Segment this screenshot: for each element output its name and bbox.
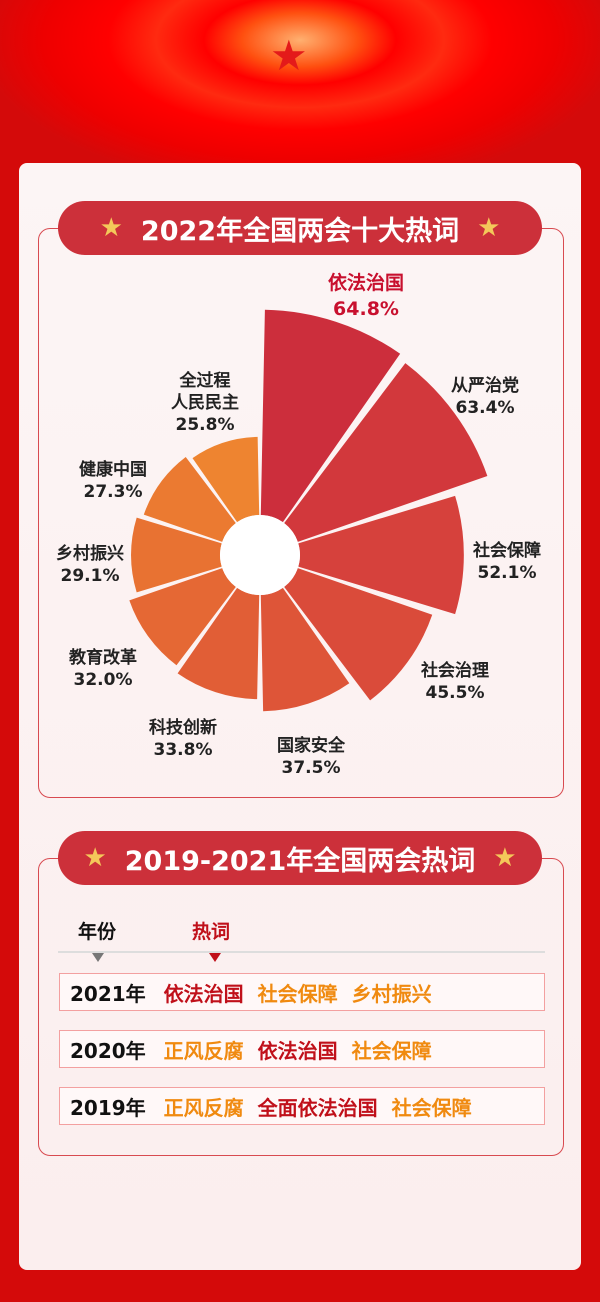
data-label: 国家安全 37.5% [277, 735, 345, 779]
category-label: 教育改革 [69, 648, 137, 668]
value-label: 29.1% [60, 566, 120, 586]
data-label: 全过程 人民民主 25.8% [171, 370, 239, 436]
value-label: 33.8% [153, 740, 213, 760]
star-icon: ★ [477, 213, 501, 243]
keyword: 依法治国 [257, 1038, 338, 1063]
value-label: 45.5% [425, 683, 485, 703]
data-label: 健康中国 27.3% [79, 459, 147, 503]
rose-sector [177, 587, 260, 700]
value-label: 52.1% [477, 563, 537, 583]
rose-sector [131, 517, 222, 593]
data-label: 教育改革 32.0% [69, 647, 137, 691]
data-label: 依法治国 64.8% [328, 270, 404, 322]
header-divider [58, 951, 545, 953]
value-label: 32.0% [73, 670, 133, 690]
data-label: 社会治理 45.5% [421, 660, 489, 704]
star-icon: ★ [493, 843, 517, 873]
keyword: 正风反腐 [163, 1038, 244, 1063]
section1-title-pill: ★ 2022年全国两会十大热词 ★ [58, 201, 542, 255]
data-label: 从严治党 63.4% [451, 375, 519, 419]
keyword: 乡村振兴 [351, 981, 432, 1006]
rose-sector [143, 456, 236, 542]
category-label: 依法治国 [327, 272, 405, 294]
star-icon: ★ [83, 843, 107, 873]
keyword: 社会保障 [351, 1038, 432, 1063]
value-label: 25.8% [175, 415, 235, 435]
rose-sector [284, 568, 433, 701]
triangle-down-icon [209, 953, 221, 968]
table-row: 2019年 正风反腐 全面依法治国 社会保障 [59, 1087, 545, 1125]
rose-chart [129, 309, 488, 712]
year-cell: 2021年 [70, 981, 146, 1006]
table-row: 2021年 依法治国 社会保障 乡村振兴 [59, 973, 545, 1011]
rose-sector [260, 309, 401, 523]
rose-sector [129, 568, 236, 666]
keyword: 社会保障 [257, 981, 338, 1006]
category-label: 社会保障 [473, 541, 541, 561]
data-label: 科技创新 33.8% [149, 717, 217, 761]
col-header-keywords: 热词 [192, 921, 231, 943]
section2-title-pill: ★ 2019-2021年全国两会热词 ★ [58, 831, 542, 885]
rose-sector [284, 363, 488, 542]
year-cell: 2019年 [70, 1095, 146, 1120]
year-cell: 2020年 [70, 1038, 146, 1063]
data-label: 乡村振兴 29.1% [56, 543, 124, 587]
data-label: 社会保障 52.1% [473, 540, 541, 584]
rose-sector [298, 495, 464, 615]
category-label: 乡村振兴 [56, 544, 124, 564]
value-label: 64.8% [333, 298, 399, 320]
section2-title: 2019-2021年全国两会热词 [124, 845, 476, 877]
category-label: 社会治理 [421, 661, 489, 681]
value-label: 27.3% [83, 482, 143, 502]
section1-title: 2022年全国两会十大热词 [140, 215, 460, 247]
header-banner: ★ [0, 0, 600, 170]
keyword: 社会保障 [391, 1095, 472, 1120]
rose-sector [260, 587, 350, 712]
keyword: 依法治国 [163, 981, 244, 1006]
keyword: 全面依法治国 [257, 1095, 378, 1120]
category-label: 国家安全 [277, 736, 345, 756]
category-label: 全过程 [179, 371, 231, 391]
category-label: 科技创新 [149, 718, 217, 738]
category-label: 从严治党 [451, 376, 519, 396]
category-label: 人民民主 [171, 393, 239, 413]
col-header-year: 年份 [78, 921, 117, 943]
triangle-down-icon [92, 953, 104, 968]
table-row: 2020年 正风反腐 依法治国 社会保障 [59, 1030, 545, 1068]
category-label: 健康中国 [79, 460, 147, 480]
chart-center-hole [220, 515, 300, 595]
star-emblem-icon: ★ [270, 31, 308, 80]
star-icon: ★ [99, 213, 123, 243]
value-label: 63.4% [455, 398, 515, 418]
keyword: 正风反腐 [163, 1095, 244, 1120]
rose-sector [192, 436, 260, 523]
value-label: 37.5% [281, 758, 341, 778]
